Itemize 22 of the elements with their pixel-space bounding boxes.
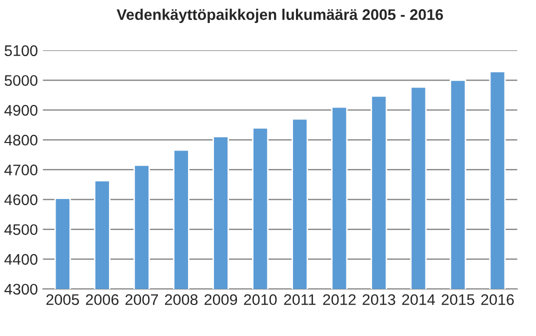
y-tick-label: 4400 — [4, 254, 38, 265]
y-tick-label: 4600 — [4, 194, 38, 206]
y-tick-label: 5000 — [4, 75, 38, 86]
x-tick-label: 2015 — [442, 294, 474, 306]
y-tick-label: 4900 — [4, 104, 38, 116]
x-tick-label: 2005 — [46, 294, 79, 306]
chart-title: Vedenkäyttöpaikkojen lukumäärä 2005 - 2016 — [116, 8, 443, 24]
x-tick-label: 2011 — [284, 294, 316, 306]
x-tick-label: 2008 — [165, 294, 198, 306]
x-tick-label: 2016 — [481, 294, 514, 306]
y-tick-label: 4300 — [4, 284, 38, 295]
x-tick-label: 2012 — [323, 294, 356, 306]
y-tick-label: 4800 — [4, 134, 38, 146]
y-tick-label: 5100 — [4, 45, 38, 56]
x-tick-label: 2007 — [125, 294, 158, 306]
x-tick-label: 2014 — [402, 294, 435, 306]
x-tick-label: 2010 — [244, 294, 277, 306]
x-tick-label: 2006 — [86, 294, 118, 306]
x-tick-label: 2013 — [362, 294, 396, 306]
y-tick-label: 4500 — [4, 224, 38, 236]
y-tick-label: 4700 — [4, 164, 38, 176]
x-tick-label: 2009 — [204, 294, 238, 306]
